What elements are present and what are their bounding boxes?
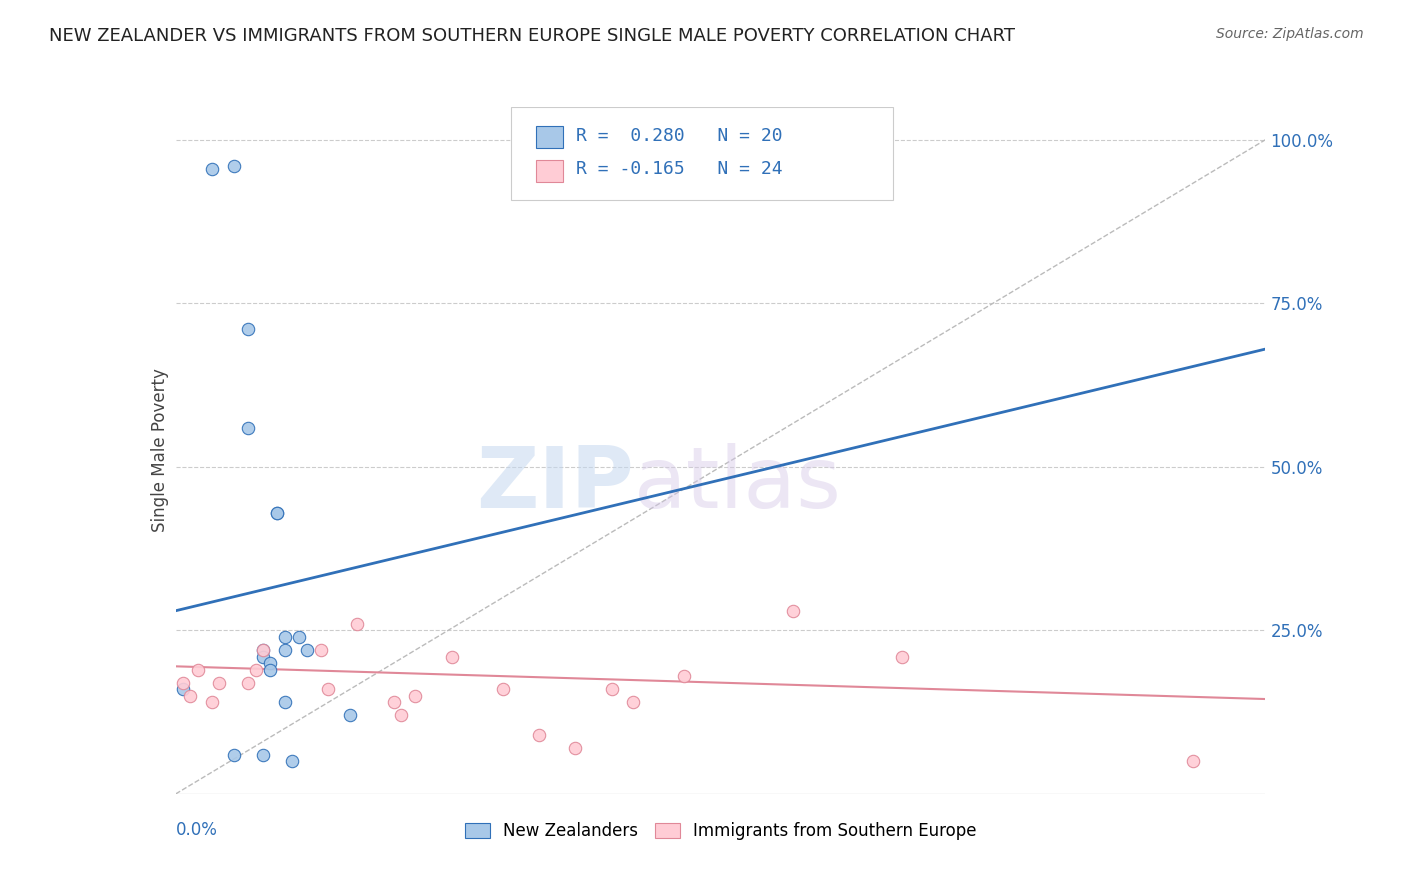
Y-axis label: Single Male Poverty: Single Male Poverty — [150, 368, 169, 533]
Point — [252, 649, 274, 664]
Point — [1181, 754, 1204, 768]
Point — [274, 630, 297, 644]
Point — [259, 663, 281, 677]
Point — [281, 754, 304, 768]
Text: R = -0.165   N = 24: R = -0.165 N = 24 — [575, 160, 782, 178]
Point — [238, 675, 260, 690]
Point — [318, 682, 340, 697]
Point — [673, 669, 696, 683]
Point — [238, 322, 260, 336]
Point — [527, 728, 550, 742]
Legend: New Zealanders, Immigrants from Southern Europe: New Zealanders, Immigrants from Southern… — [464, 822, 977, 840]
Point — [309, 643, 332, 657]
Text: Source: ZipAtlas.com: Source: ZipAtlas.com — [1216, 27, 1364, 41]
Point — [621, 695, 644, 709]
FancyBboxPatch shape — [537, 160, 562, 182]
Point — [238, 420, 260, 434]
Point — [405, 689, 427, 703]
Point — [492, 682, 515, 697]
Point — [222, 747, 245, 762]
Point — [891, 649, 914, 664]
Point — [274, 695, 297, 709]
Point — [782, 604, 804, 618]
Point — [346, 616, 368, 631]
Point — [201, 162, 224, 177]
Text: 0.0%: 0.0% — [176, 822, 218, 839]
Point — [252, 643, 274, 657]
Point — [600, 682, 623, 697]
Point — [295, 643, 318, 657]
Point — [266, 506, 288, 520]
Point — [252, 643, 274, 657]
Point — [440, 649, 463, 664]
Point — [288, 630, 311, 644]
Point — [172, 682, 194, 697]
Point — [339, 708, 361, 723]
Point — [208, 675, 231, 690]
Point — [222, 159, 245, 173]
Text: atlas: atlas — [633, 443, 841, 526]
Point — [274, 643, 297, 657]
Text: ZIP: ZIP — [475, 443, 633, 526]
Point — [186, 663, 209, 677]
Point — [266, 506, 288, 520]
Point — [259, 656, 281, 670]
Point — [245, 663, 267, 677]
Point — [389, 708, 412, 723]
Point — [564, 741, 586, 756]
Text: NEW ZEALANDER VS IMMIGRANTS FROM SOUTHERN EUROPE SINGLE MALE POVERTY CORRELATION: NEW ZEALANDER VS IMMIGRANTS FROM SOUTHER… — [49, 27, 1015, 45]
FancyBboxPatch shape — [512, 107, 893, 200]
Text: R =  0.280   N = 20: R = 0.280 N = 20 — [575, 127, 782, 145]
FancyBboxPatch shape — [537, 126, 562, 147]
Point — [201, 695, 224, 709]
Point — [179, 689, 201, 703]
Point — [252, 747, 274, 762]
Point — [382, 695, 405, 709]
Point — [172, 675, 194, 690]
